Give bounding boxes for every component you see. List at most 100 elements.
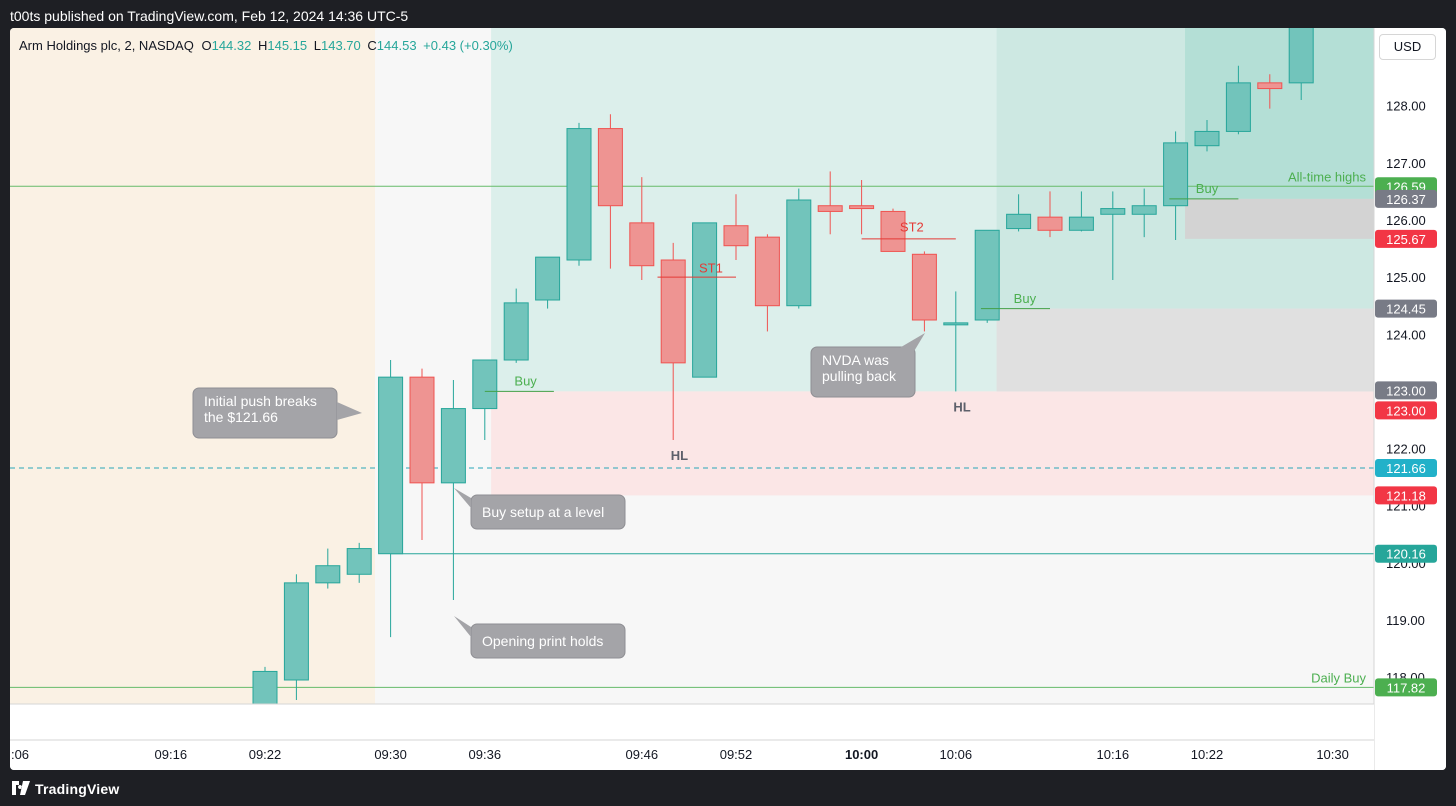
callout-text: pulling back	[822, 368, 897, 384]
price-badge-box	[1375, 678, 1437, 697]
symbol-name: Arm Holdings plc, 2, NASDAQ	[19, 38, 194, 53]
position2-loss-zone	[996, 308, 1374, 392]
callout-tail	[454, 488, 471, 508]
price-badge-text: 124.45	[1386, 302, 1426, 317]
candle-body	[629, 222, 655, 267]
all-time-highs-label: All-time highs	[1288, 169, 1367, 184]
callout-text: Buy setup at a level	[482, 504, 604, 520]
price-badge: 126.37	[1375, 189, 1437, 208]
buy-marker-text: Buy	[514, 374, 537, 389]
candle-body	[503, 302, 529, 361]
candle-body	[315, 565, 341, 584]
buy-marker-text: Buy	[1196, 181, 1219, 196]
high-label: H	[257, 38, 268, 53]
candle-body	[880, 210, 906, 252]
callout-tail	[454, 616, 471, 637]
price-badge-box	[1375, 189, 1437, 208]
time-tick-label: 10:00	[845, 747, 878, 762]
price-tick-label: 128.00	[1386, 99, 1426, 114]
price-badge-text: 121.66	[1386, 461, 1426, 476]
symbol-legend: Arm Holdings plc, 2, NASDAQ O144.32 H145…	[19, 38, 513, 53]
callout-bubble	[470, 494, 626, 530]
candle-body	[1257, 82, 1283, 90]
candle-body	[723, 225, 749, 247]
callout-bubble	[810, 346, 916, 398]
price-badge: 123.00	[1375, 381, 1437, 400]
candle-body	[252, 670, 278, 710]
price-badge-box	[1375, 299, 1437, 318]
time-tick-label: 09:52	[720, 747, 753, 762]
candle-body	[911, 253, 937, 321]
price-badge-box	[1375, 229, 1437, 248]
annotations: Buy Buy Buy ST1 ST2 HL HL All-time highs Daily B…	[192, 169, 1367, 685]
callout-buy-setup: Buy setup at a level	[454, 488, 626, 530]
candle-body	[817, 205, 843, 212]
price-badge-text: 117.82	[1387, 680, 1426, 695]
open-value: 144.32	[211, 38, 252, 53]
tradingview-logo-icon	[12, 781, 30, 795]
footer-bar: TradingView	[0, 770, 1456, 806]
callout-text: Opening print holds	[482, 633, 603, 649]
price-tick-label: 122.00	[1386, 442, 1426, 457]
candle-body	[566, 128, 592, 261]
candle-body	[409, 376, 435, 484]
price-badge: 125.67	[1375, 229, 1437, 248]
time-tick-label: 10:06	[940, 747, 973, 762]
high-value: 145.15	[267, 38, 308, 53]
time-tick-label: 09:22	[249, 747, 282, 762]
candle-body	[1131, 205, 1157, 215]
price-badge: 121.66	[1375, 459, 1437, 477]
candle-body	[472, 359, 498, 410]
low-label: L	[313, 38, 321, 53]
candles	[252, 28, 1314, 710]
candle-body	[786, 199, 812, 307]
candle-body	[754, 236, 780, 307]
price-tick-label: 119.00	[1386, 613, 1425, 628]
candle-body	[660, 259, 686, 364]
candle-body	[535, 256, 561, 301]
callout-text: Initial push breaks	[204, 393, 317, 409]
currency-button[interactable]: USD	[1379, 34, 1436, 60]
candle-body	[1225, 82, 1251, 132]
candle-body	[1100, 208, 1126, 215]
callout-opening-print: Opening print holds	[454, 616, 626, 659]
candle-body	[692, 222, 718, 378]
price-badge: 117.82	[1375, 678, 1437, 697]
price-badge-box	[1375, 401, 1437, 420]
candle-body	[849, 205, 875, 210]
callout-tail	[896, 333, 925, 358]
price-badge-text: 123.00	[1386, 403, 1426, 418]
level-lines	[10, 185, 1374, 688]
price-badge: 121.18	[1375, 486, 1437, 505]
candle-body	[1194, 130, 1220, 147]
background-zones	[10, 28, 1375, 704]
time-axis-bg	[10, 704, 1374, 770]
hl-marker-text: HL	[671, 448, 688, 463]
brand-name: TradingView	[35, 781, 120, 797]
price-badge-box	[1375, 381, 1437, 400]
candle-body	[440, 408, 466, 484]
position3-profit-zone	[1185, 28, 1374, 199]
position3-loss-zone	[1185, 198, 1374, 239]
chart-panel[interactable]: Buy Buy Buy ST1 ST2 HL HL All-time highs Daily B…	[10, 28, 1446, 770]
time-tick-label: :06	[11, 747, 29, 762]
st2-marker-text: ST2	[900, 219, 924, 234]
candle-body	[974, 229, 1000, 321]
candle-body	[1068, 216, 1094, 231]
callout-bubble	[470, 623, 626, 659]
time-tick-label: 09:46	[626, 747, 659, 762]
time-tick-label: 10:22	[1191, 747, 1224, 762]
callout-tail	[337, 402, 362, 420]
candle-body	[1037, 216, 1063, 231]
time-tick-label: 10:30	[1316, 747, 1349, 762]
price-tick-label: 125.00	[1386, 270, 1426, 285]
candle-body	[1163, 142, 1189, 207]
close-value: 144.53	[376, 38, 417, 53]
time-tick-label: 09:16	[155, 747, 188, 762]
low-value: 143.70	[321, 38, 361, 53]
price-tick-label: 127.00	[1386, 156, 1426, 171]
price-badge-text: 120.16	[1386, 547, 1426, 562]
position-loss-zone	[491, 391, 1375, 496]
candle-body	[1288, 28, 1314, 84]
